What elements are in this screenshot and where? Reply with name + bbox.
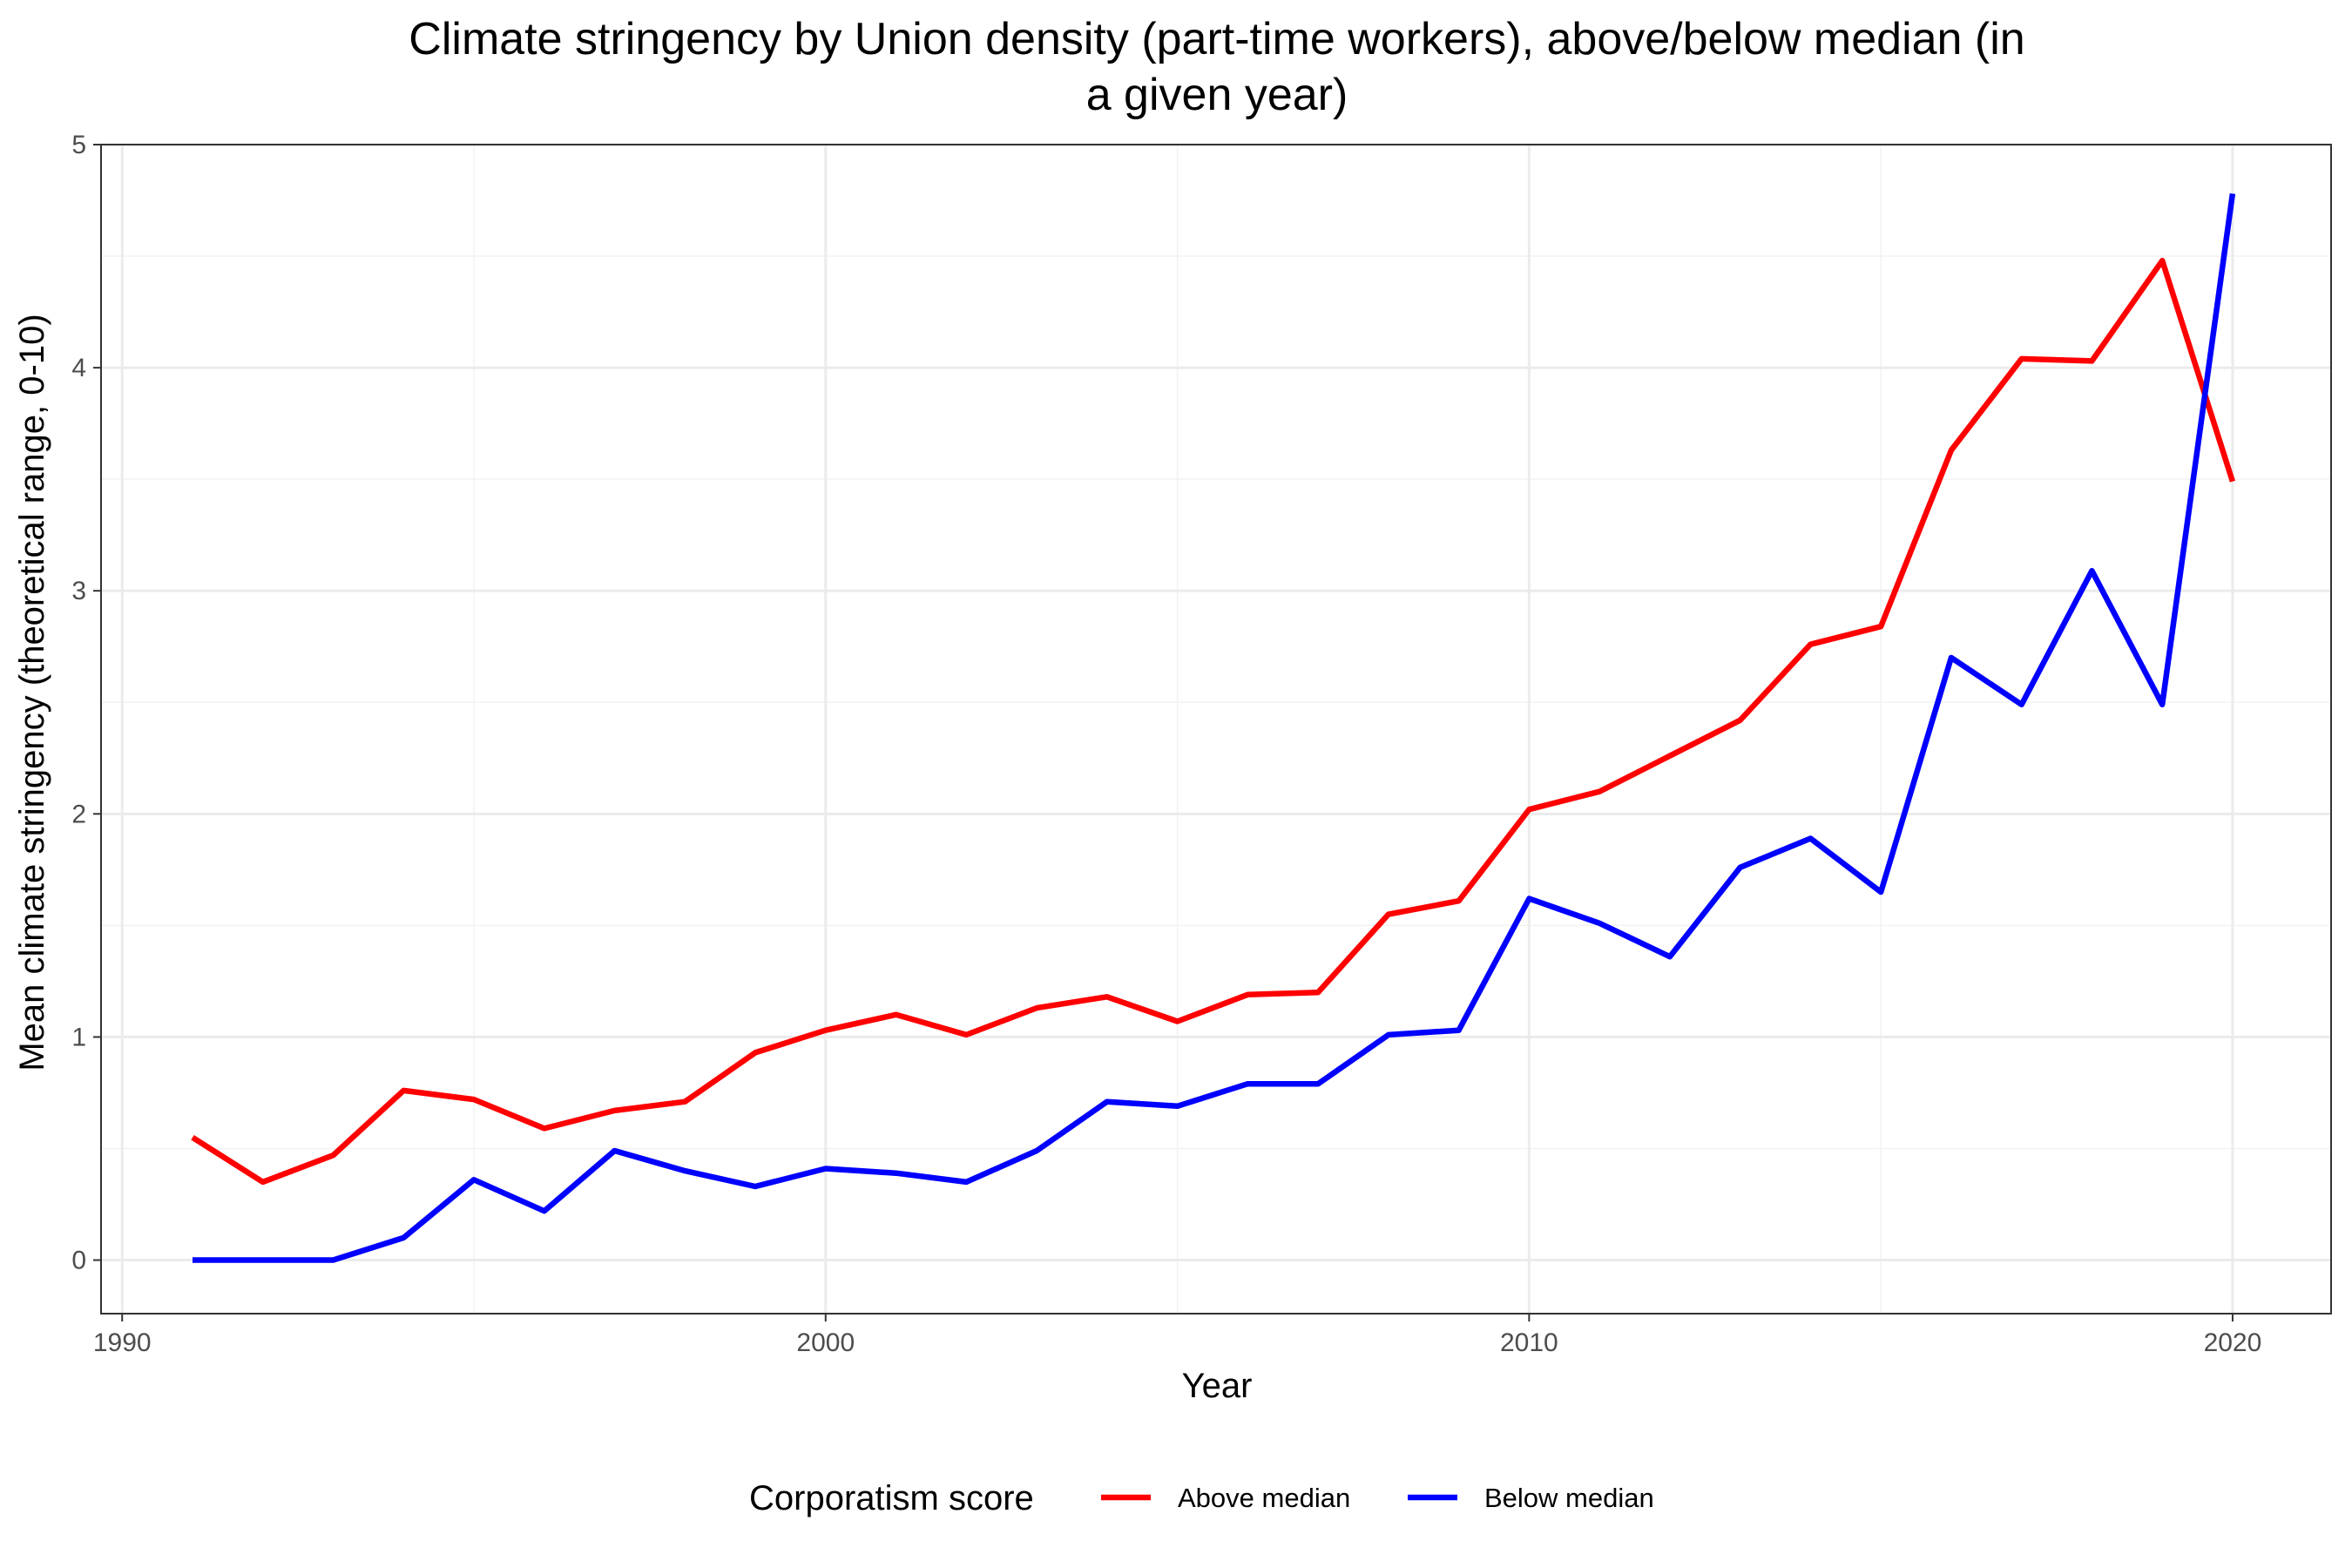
plot-panel-border xyxy=(100,144,2332,1315)
series-line-above-median xyxy=(191,257,2235,1186)
chart-title: Climate stringency by Union density (par… xyxy=(409,14,2024,120)
chart-title-line-1: Climate stringency by Union density (par… xyxy=(409,14,2024,64)
y-tick-label: 5 xyxy=(71,131,86,159)
legend-items: Above median Below median xyxy=(1101,1483,1654,1513)
x-axis: 1990 2000 2010 2020 xyxy=(93,1314,2261,1357)
x-tick-label: 2000 xyxy=(796,1328,855,1357)
legend-label-below-median: Below median xyxy=(1484,1483,1654,1513)
legend-title: Corporatism score xyxy=(749,1479,1034,1517)
y-axis-title: Mean climate stringency (theoretical ran… xyxy=(13,314,51,1071)
grid-minor xyxy=(101,145,2331,1314)
x-tick-label: 2020 xyxy=(2204,1328,2262,1357)
y-axis: 0 1 2 3 4 5 xyxy=(71,131,101,1275)
y-tick-label: 3 xyxy=(71,577,86,605)
series-line-below-median xyxy=(193,193,2236,1263)
legend-label-above-median: Above median xyxy=(1178,1483,1350,1513)
x-tick-label: 1990 xyxy=(93,1328,152,1357)
y-tick-label: 0 xyxy=(71,1247,86,1275)
x-tick-label: 2010 xyxy=(1500,1328,1558,1357)
y-tick-label: 1 xyxy=(71,1023,86,1051)
legend: Corporatism score Above median Below medi… xyxy=(749,1479,1654,1517)
x-axis-title: Year xyxy=(1182,1367,1253,1405)
y-tick-label: 2 xyxy=(71,800,86,828)
chart-title-line-2: a given year) xyxy=(1086,70,1348,120)
series-layer xyxy=(191,193,2236,1263)
y-tick-label: 4 xyxy=(71,354,86,382)
